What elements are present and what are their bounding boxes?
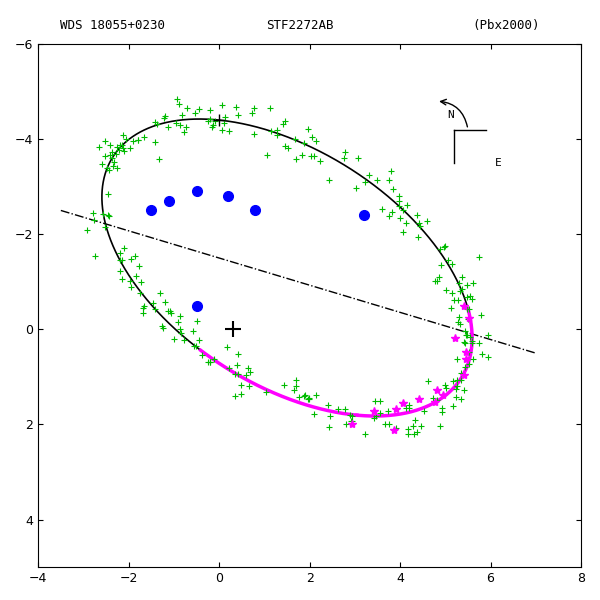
Text: (Pbx2000): (Pbx2000) bbox=[473, 19, 540, 32]
Text: E: E bbox=[495, 158, 502, 168]
Text: N: N bbox=[448, 110, 454, 121]
Text: WDS 18055+0230: WDS 18055+0230 bbox=[60, 19, 165, 32]
Text: STF2272AB: STF2272AB bbox=[266, 19, 334, 32]
